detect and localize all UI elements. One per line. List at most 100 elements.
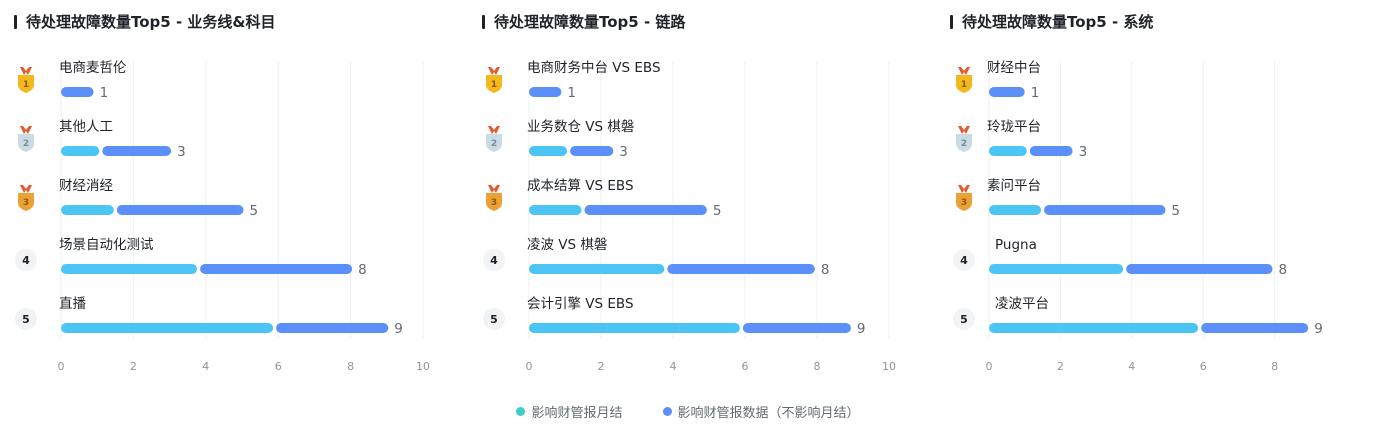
category-label: 电商麦哲伦 [59, 60, 127, 76]
bar-segment-monthly[interactable] [61, 205, 114, 215]
medal-rank: 3 [23, 198, 29, 208]
bar-segment-data[interactable] [1044, 205, 1165, 215]
x-tick-label: 4 [1128, 360, 1135, 373]
bar-segment-data[interactable] [743, 323, 851, 333]
bar-segment-monthly[interactable] [989, 264, 1123, 274]
rank-number: 4 [22, 254, 30, 267]
medal-rank: 2 [961, 139, 967, 149]
category-label: 成本结算 VS EBS [527, 178, 634, 194]
x-tick-label: 0 [986, 360, 993, 373]
bar-value-label: 8 [821, 262, 830, 278]
medal-rank: 1 [491, 80, 497, 90]
bar-segment-monthly[interactable] [989, 146, 1027, 156]
x-tick-label: 8 [814, 360, 821, 373]
medal-rank: 3 [961, 198, 967, 208]
bar-value-label: 8 [358, 262, 367, 278]
bar-segment-data[interactable] [102, 146, 171, 156]
x-tick-label: 4 [670, 360, 677, 373]
bar-segment-data[interactable] [1126, 264, 1272, 274]
bar-value-label: 5 [250, 203, 259, 219]
x-tick-label: 0 [526, 360, 533, 373]
x-tick-label: 2 [130, 360, 137, 373]
category-label: 财经消经 [59, 178, 113, 194]
bar-value-label: 9 [394, 321, 403, 337]
category-label: 场景自动化测试 [59, 237, 154, 253]
category-label: 会计引擎 VS EBS [527, 296, 634, 312]
chart-business: 0 2 4 6 8 10 1 电商麦哲伦 1 2 其他人工 3 3 财经消经 5 4 场景自动化测试 8 5 直播 9 [0, 0, 460, 390]
bar-value-label: 5 [713, 203, 722, 219]
bar-segment-data[interactable] [667, 264, 815, 274]
bar-value-label: 1 [100, 85, 109, 101]
medal-rank: 2 [23, 139, 29, 149]
category-label: 玲珑平台 [987, 119, 1041, 135]
bar-segment-data[interactable] [989, 87, 1025, 97]
category-label: 业务数仓 VS 棋磐 [527, 119, 634, 135]
chart-legend: 影响财管报月结 影响财管报数据（不影响月结） [0, 402, 1376, 421]
medal-rank: 1 [961, 80, 967, 90]
bar-value-label: 5 [1171, 203, 1180, 219]
rank-number: 5 [22, 313, 30, 326]
bar-value-label: 3 [1079, 144, 1088, 160]
medal-icon: 2 [18, 126, 34, 152]
category-label: 直播 [59, 296, 86, 312]
x-tick-label: 10 [416, 360, 430, 373]
bar-segment-monthly[interactable] [529, 205, 582, 215]
x-tick-label: 0 [58, 360, 65, 373]
medal-icon: 2 [486, 126, 502, 152]
category-label: 素问平台 [987, 178, 1041, 194]
bar-segment-data[interactable] [61, 87, 94, 97]
x-tick-label: 10 [882, 360, 896, 373]
x-tick-label: 6 [742, 360, 749, 373]
bar-segment-data[interactable] [529, 87, 561, 97]
bar-segment-monthly[interactable] [529, 146, 567, 156]
bar-segment-monthly[interactable] [61, 323, 273, 333]
bar-segment-data[interactable] [117, 205, 244, 215]
legend-label: 影响财管报月结 [531, 402, 622, 421]
legend-item-monthly[interactable]: 影响财管报月结 [516, 402, 622, 421]
medal-rank: 3 [491, 198, 497, 208]
medal-icon: 3 [956, 185, 972, 211]
x-tick-label: 8 [347, 360, 354, 373]
bar-segment-monthly[interactable] [989, 323, 1198, 333]
bar-segment-data[interactable] [585, 205, 707, 215]
bar-segment-monthly[interactable] [529, 264, 664, 274]
x-tick-label: 2 [1057, 360, 1064, 373]
category-label: 凌波平台 [995, 296, 1049, 312]
medal-icon: 1 [18, 67, 34, 93]
category-label: 凌波 VS 棋磐 [527, 237, 607, 253]
bar-value-label: 3 [619, 144, 628, 160]
bar-segment-monthly[interactable] [989, 205, 1041, 215]
rank-number: 5 [960, 313, 968, 326]
legend-dot-icon [663, 407, 672, 416]
category-label: 电商财务中台 VS EBS [527, 60, 661, 76]
bar-value-label: 1 [567, 85, 576, 101]
bar-segment-data[interactable] [200, 264, 352, 274]
bar-segment-monthly[interactable] [61, 264, 197, 274]
category-label: Pugna [995, 237, 1037, 253]
rank-number: 5 [490, 313, 498, 326]
bar-value-label: 9 [1314, 321, 1323, 337]
category-label: 其他人工 [59, 119, 113, 135]
bar-value-label: 8 [1279, 262, 1288, 278]
bar-segment-monthly[interactable] [529, 323, 740, 333]
rank-number: 4 [490, 254, 498, 267]
medal-icon: 3 [18, 185, 34, 211]
legend-item-data[interactable]: 影响财管报数据（不影响月结） [663, 402, 860, 421]
bar-segment-data[interactable] [1201, 323, 1308, 333]
bar-segment-monthly[interactable] [61, 146, 99, 156]
bar-segment-data[interactable] [276, 323, 388, 333]
medal-rank: 1 [23, 80, 29, 90]
medal-icon: 3 [486, 185, 502, 211]
medal-icon: 2 [956, 126, 972, 152]
bar-value-label: 9 [857, 321, 866, 337]
medal-icon: 1 [956, 67, 972, 93]
x-tick-label: 8 [1271, 360, 1278, 373]
bar-segment-data[interactable] [1030, 146, 1073, 156]
bar-segment-data[interactable] [570, 146, 613, 156]
medal-icon: 1 [486, 67, 502, 93]
bar-value-label: 1 [1031, 85, 1040, 101]
legend-label: 影响财管报数据（不影响月结） [678, 402, 860, 421]
category-label: 财经中台 [987, 60, 1041, 76]
x-tick-label: 2 [598, 360, 605, 373]
